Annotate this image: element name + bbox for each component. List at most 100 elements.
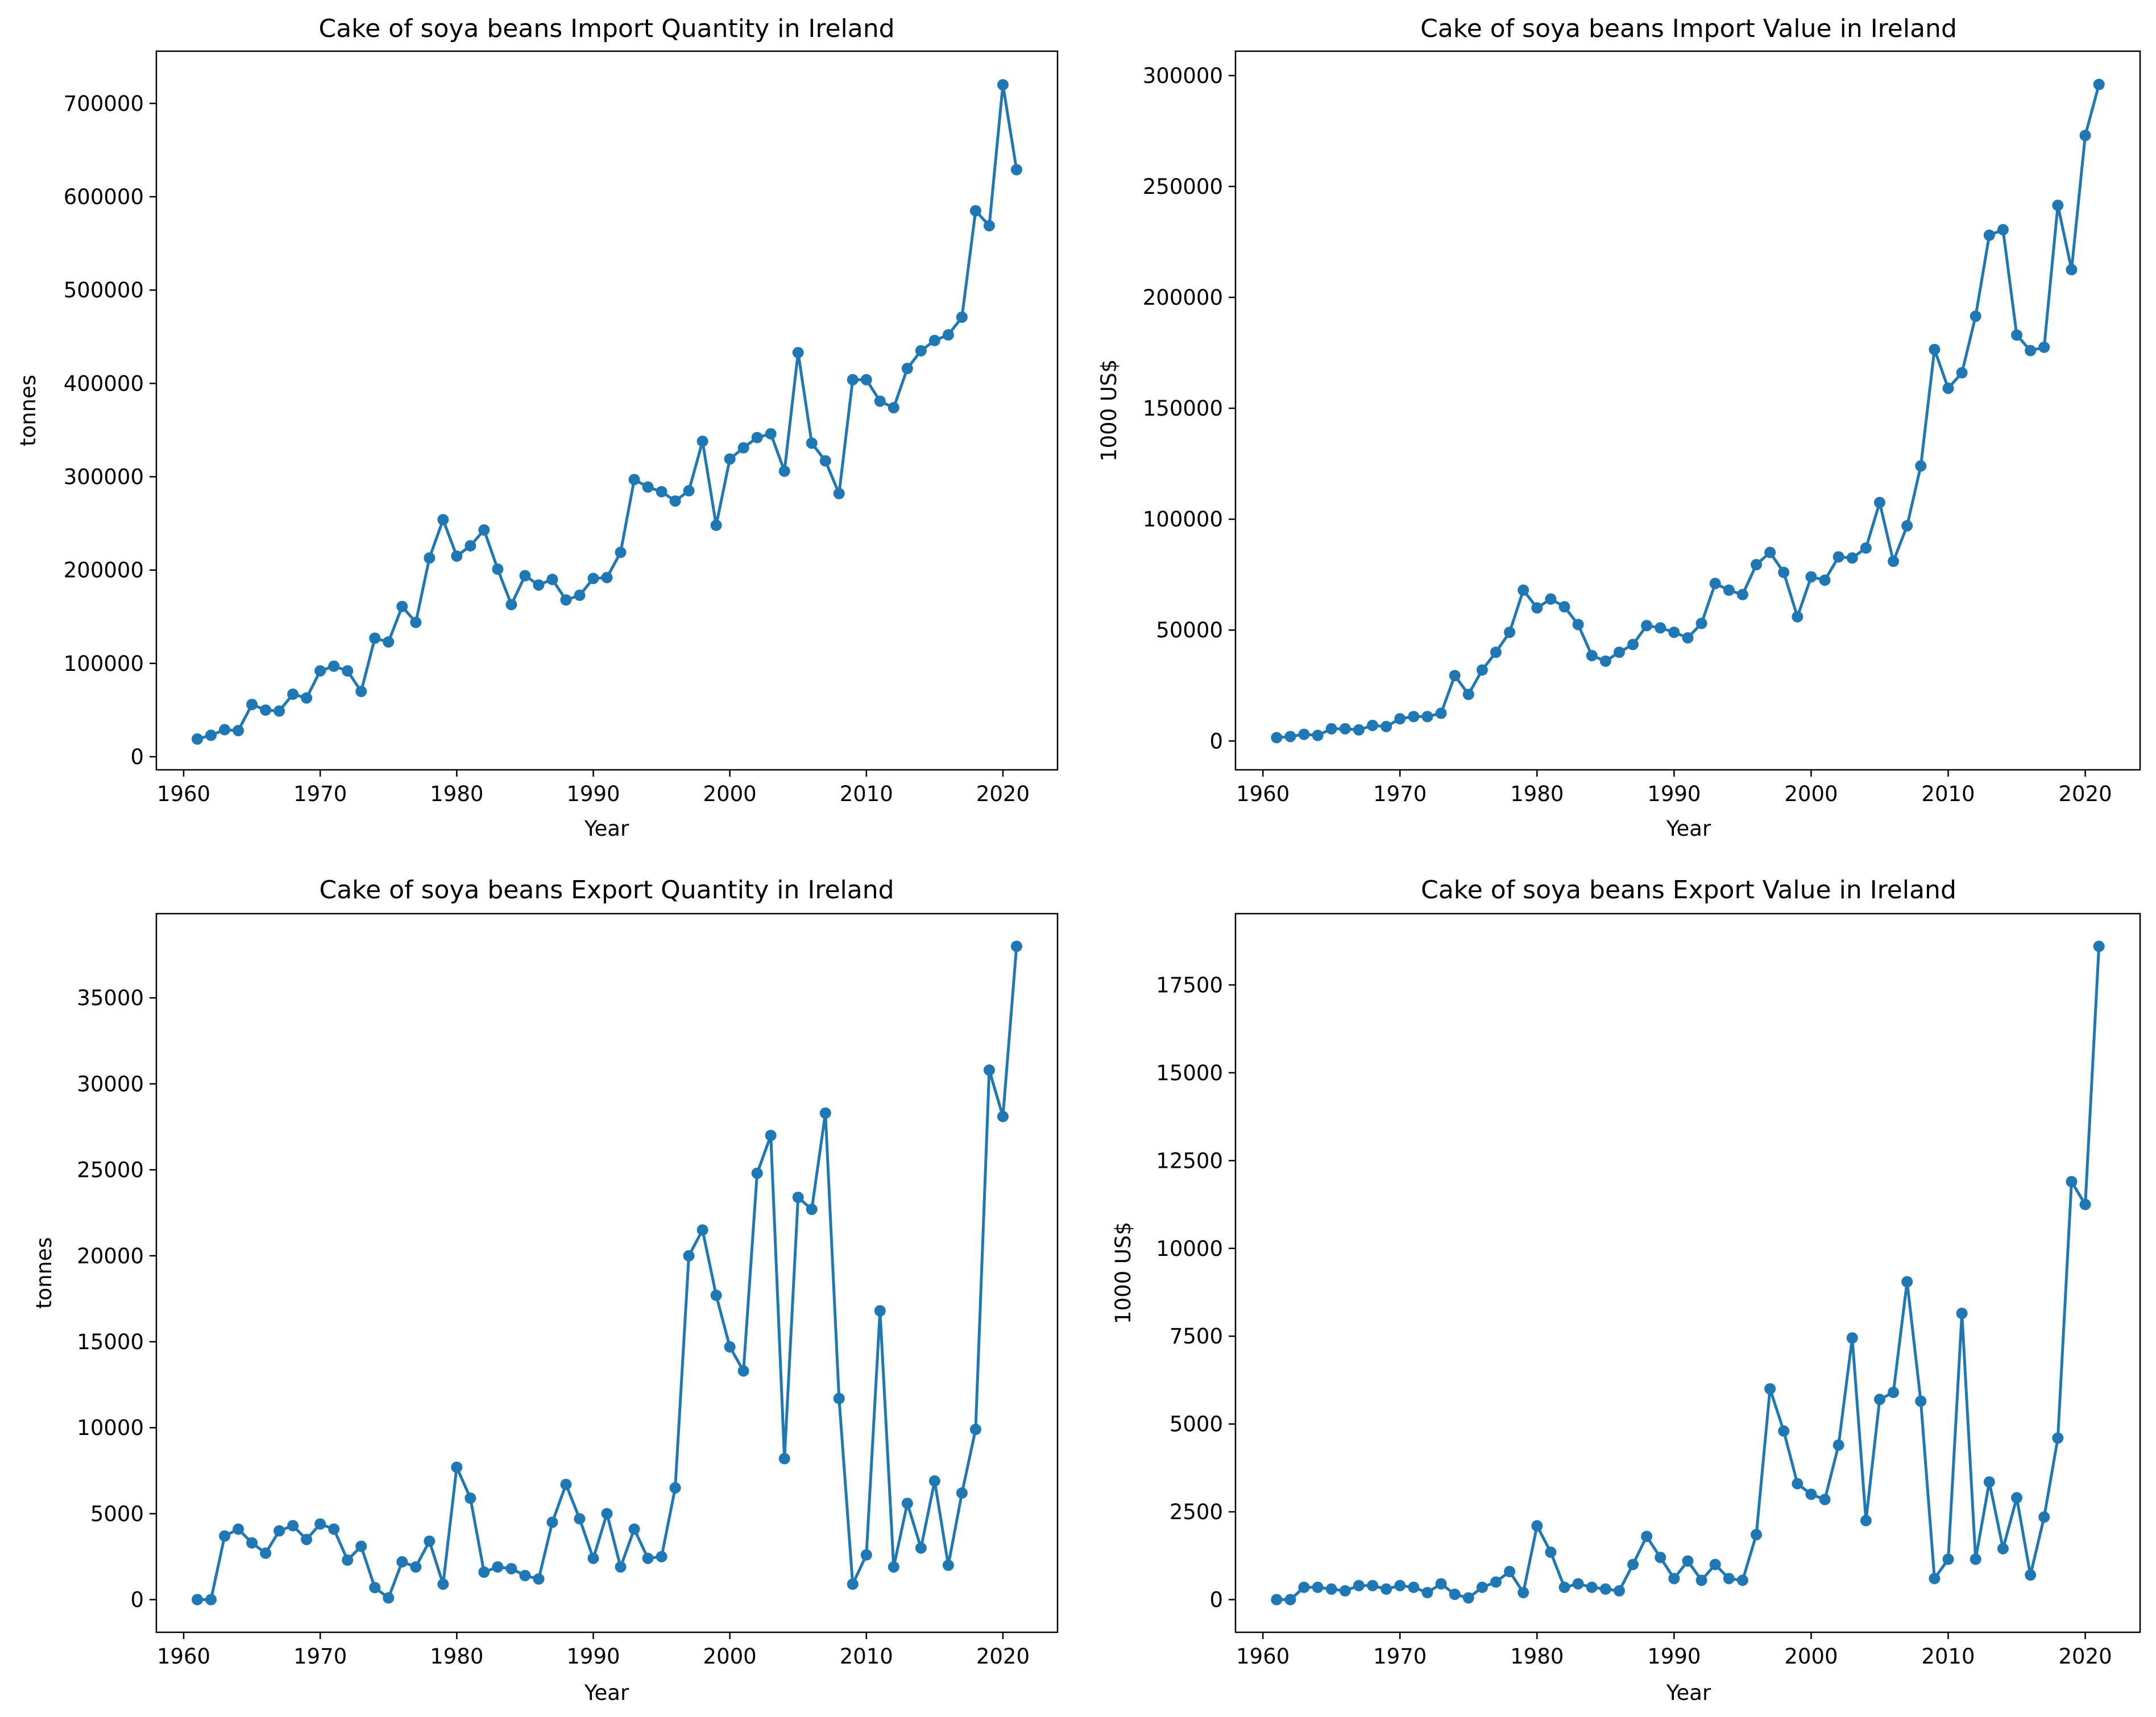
y-tick-label: 15000 <box>77 1330 144 1354</box>
data-point <box>1421 1587 1433 1599</box>
data-point <box>437 514 449 526</box>
data-point <box>1380 1583 1392 1595</box>
x-tick-label: 2010 <box>1921 782 1975 806</box>
data-point <box>1723 1573 1735 1585</box>
data-point <box>1298 728 1310 740</box>
data-point <box>1518 1587 1529 1599</box>
data-point <box>233 725 244 737</box>
data-point <box>546 1516 558 1528</box>
data-point <box>696 1224 708 1236</box>
data-point <box>1778 1425 1790 1437</box>
data-point <box>1408 1581 1420 1593</box>
y-tick-label: 100000 <box>1143 507 1223 532</box>
data-point <box>1873 1393 1885 1405</box>
data-point <box>778 465 790 477</box>
data-point <box>505 599 517 611</box>
data-point <box>1572 619 1584 631</box>
data-point <box>205 729 217 741</box>
data-point <box>1490 1576 1502 1588</box>
x-tick-label: 2010 <box>840 782 893 806</box>
data-point <box>1695 1574 1707 1586</box>
data-point <box>1010 164 1022 176</box>
y-tick-label: 25000 <box>77 1158 144 1183</box>
data-point <box>505 1563 517 1575</box>
data-point <box>874 395 886 407</box>
y-tick-label: 0 <box>130 745 144 769</box>
data-point <box>1860 542 1872 554</box>
data-point <box>1682 1555 1694 1567</box>
x-tick-label: 2000 <box>1784 782 1838 806</box>
data-point <box>1284 1594 1296 1606</box>
data-point <box>956 311 968 323</box>
data-point <box>342 665 354 677</box>
y-tick-label: 600000 <box>64 185 144 209</box>
data-point <box>696 436 708 447</box>
data-point <box>2052 1432 2064 1444</box>
data-point <box>1325 723 1337 735</box>
data-point <box>915 345 927 356</box>
y-axis-label: 1000 US$ <box>1097 359 1121 462</box>
data-point <box>1339 1585 1351 1597</box>
data-point <box>669 1482 681 1494</box>
subplot-export-value: Cake of soya beans Export Value in Irela… <box>1111 876 2141 1705</box>
x-axis-label: Year <box>584 816 629 841</box>
data-point <box>1983 1476 1995 1488</box>
data-point <box>1764 546 1776 558</box>
plot-area: 1960 1970 1980 1990 2000 2010 2020 0 5000 10000 15… <box>77 913 1059 1669</box>
data-point <box>410 616 422 628</box>
data-point <box>1353 724 1365 736</box>
x-tick-label: 1960 <box>157 1644 210 1669</box>
data-point <box>1312 729 1324 741</box>
data-point <box>2038 1511 2050 1523</box>
data-point <box>724 1341 736 1353</box>
data-point <box>1476 664 1488 676</box>
data-point <box>1504 627 1516 638</box>
data-point <box>1860 1515 1872 1527</box>
data-point <box>1490 646 1502 658</box>
chart-title: Cake of soya beans Import Value in Irela… <box>1420 14 1957 43</box>
data-point <box>983 219 995 231</box>
data-point <box>1531 602 1543 614</box>
data-point <box>1997 1542 2009 1554</box>
data-point <box>615 546 627 558</box>
data-point <box>287 689 299 700</box>
data-point <box>1271 1594 1283 1606</box>
data-point <box>1970 1553 1981 1565</box>
data-point <box>287 1520 299 1532</box>
x-tick-label: 2010 <box>840 1644 893 1669</box>
data-point <box>1353 1579 1365 1591</box>
data-point <box>1901 520 1913 532</box>
data-point <box>1942 1553 1954 1565</box>
data-point <box>273 705 285 717</box>
subplot-export-quantity: Cake of soya beans Export Quantity in Ir… <box>32 876 1059 1705</box>
data-point <box>465 540 476 552</box>
data-point <box>1668 627 1680 638</box>
axes-frame <box>155 50 1059 771</box>
data-point <box>233 1523 244 1535</box>
data-point <box>983 1064 995 1076</box>
data-point <box>1476 1581 1488 1593</box>
data-point <box>669 495 681 507</box>
y-tick-label: 15000 <box>1156 1061 1223 1085</box>
data-point <box>847 1578 859 1590</box>
axes-frame <box>155 913 1059 1633</box>
data-point <box>451 550 463 562</box>
data-point <box>860 374 872 385</box>
data-point <box>369 1582 381 1594</box>
plot-area: 1960 1970 1980 1990 2000 2010 2020 0 50000 100000… <box>1143 50 2141 806</box>
data-point <box>819 1107 831 1119</box>
x-tick-label: 1960 <box>1236 782 1290 806</box>
y-tick-label: 2500 <box>1170 1500 1223 1524</box>
data-point <box>1504 1566 1516 1578</box>
data-point <box>656 486 667 497</box>
data-point <box>1873 496 1885 508</box>
data-point <box>1545 593 1557 605</box>
data-point <box>1709 578 1721 590</box>
data-point <box>1805 1488 1817 1500</box>
data-point <box>1558 601 1570 613</box>
data-point <box>314 665 326 677</box>
axes-frame <box>1234 913 2141 1633</box>
data-point <box>219 1530 231 1542</box>
data-point <box>683 485 695 497</box>
